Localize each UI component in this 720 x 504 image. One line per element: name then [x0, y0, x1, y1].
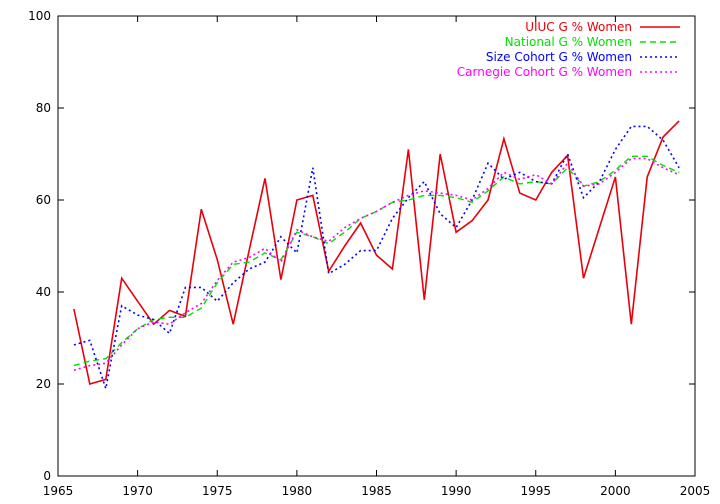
x-tick-label: 1985 [361, 484, 392, 498]
y-tick-label: 20 [36, 377, 51, 391]
x-tick-label: 1965 [43, 484, 74, 498]
legend-label-size-cohort-g-women: Size Cohort G % Women [486, 50, 632, 64]
y-tick-label: 60 [36, 193, 51, 207]
legend-label-national-g-women: National G % Women [505, 35, 632, 49]
axis-ticks: 1965 1970 1975 1980 1985 1990 1995 2000 2005 0 20 4… [28, 9, 710, 498]
x-tick-label: 2005 [680, 484, 711, 498]
series-line-uiuc-g-women [73, 120, 680, 386]
x-tick-label: 1980 [282, 484, 313, 498]
x-tick-label: 2000 [600, 484, 631, 498]
y-tick-label: 100 [28, 9, 51, 23]
series-line-carnegie-cohort-g-women [73, 157, 680, 371]
series-lines [73, 120, 680, 392]
y-tick-label: 80 [36, 101, 51, 115]
legend-label-uiuc-g-women: UIUC G % Women [525, 20, 632, 34]
x-tick-label: 1995 [520, 484, 551, 498]
series-line-size-cohort-g-women [73, 125, 680, 392]
legend-label-carnegie-cohort-g-women: Carnegie Cohort G % Women [457, 65, 632, 79]
x-tick-label: 1970 [122, 484, 153, 498]
y-tick-label: 0 [43, 469, 51, 483]
plot-frame [57, 15, 696, 477]
x-tick-label: 1975 [202, 484, 233, 498]
x-tick-label: 1990 [441, 484, 472, 498]
y-tick-label: 40 [36, 285, 51, 299]
